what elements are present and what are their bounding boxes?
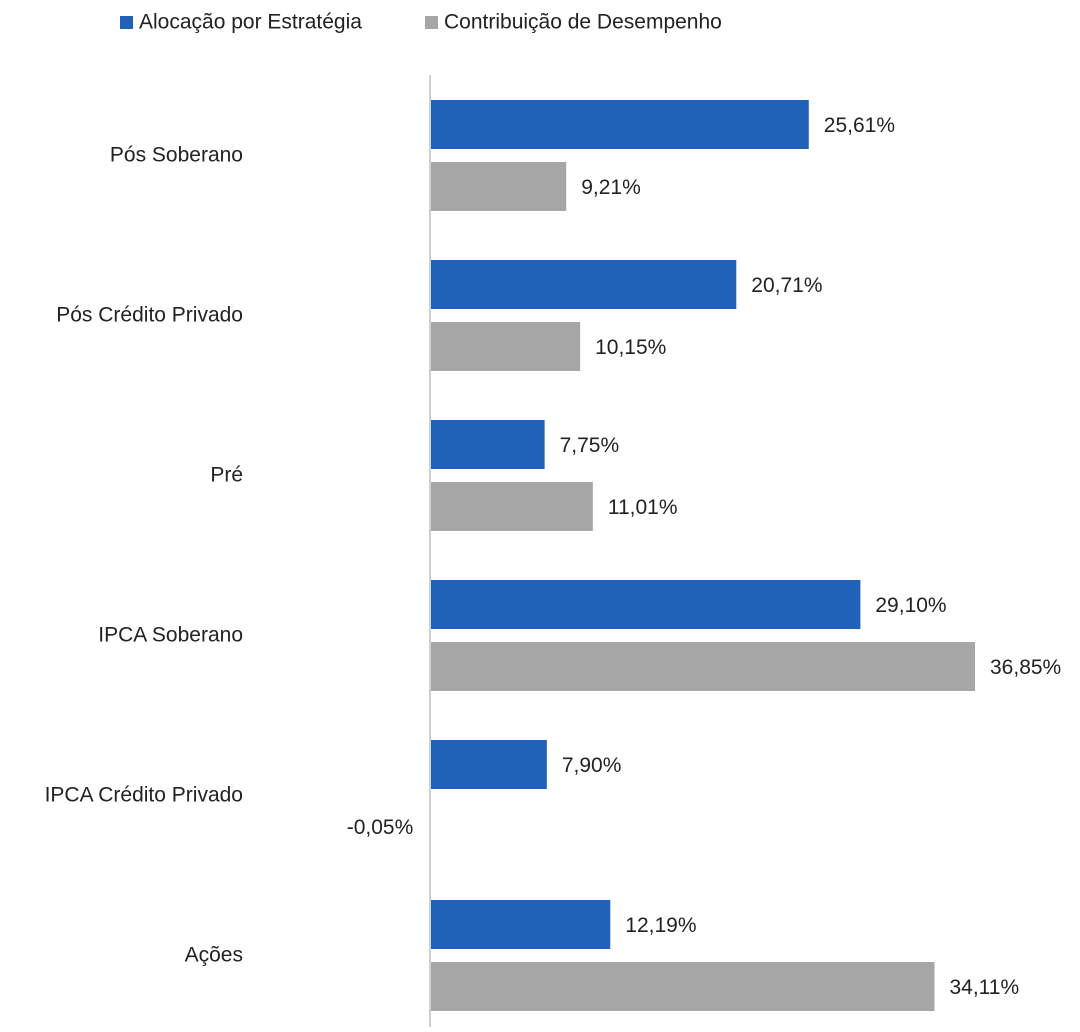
category-label: Pós Soberano — [110, 144, 243, 167]
bar — [430, 962, 935, 1011]
bar — [430, 642, 976, 691]
category-label: IPCA Crédito Privado — [45, 784, 243, 807]
legend-label: Contribuição de Desempenho — [444, 11, 722, 34]
bar — [430, 100, 809, 149]
value-label: 10,15% — [595, 336, 666, 359]
value-label: 25,61% — [824, 114, 895, 137]
bar — [430, 482, 593, 531]
value-label: 36,85% — [990, 656, 1061, 679]
value-label: 20,71% — [751, 274, 822, 297]
value-label: 7,90% — [562, 754, 622, 777]
value-label: -0,05% — [347, 816, 414, 839]
category-label: Pré — [210, 464, 243, 487]
category-label: IPCA Soberano — [98, 624, 243, 647]
category-label: Pós Crédito Privado — [56, 304, 243, 327]
legend-swatch — [425, 16, 438, 29]
value-label: 7,75% — [560, 434, 620, 457]
value-label: 12,19% — [625, 914, 696, 937]
bar — [430, 322, 581, 371]
bar — [430, 260, 737, 309]
legend-label: Alocação por Estratégia — [139, 11, 362, 34]
bar — [430, 580, 861, 629]
value-label: 29,10% — [875, 594, 946, 617]
category-label: Ações — [185, 944, 243, 967]
value-label: 9,21% — [581, 176, 641, 199]
bar — [430, 740, 547, 789]
bar — [430, 420, 545, 469]
legend-swatch — [120, 16, 133, 29]
bar — [430, 900, 611, 949]
bar — [430, 162, 567, 211]
value-label: 34,11% — [949, 976, 1019, 999]
value-label: 11,01% — [608, 496, 678, 519]
